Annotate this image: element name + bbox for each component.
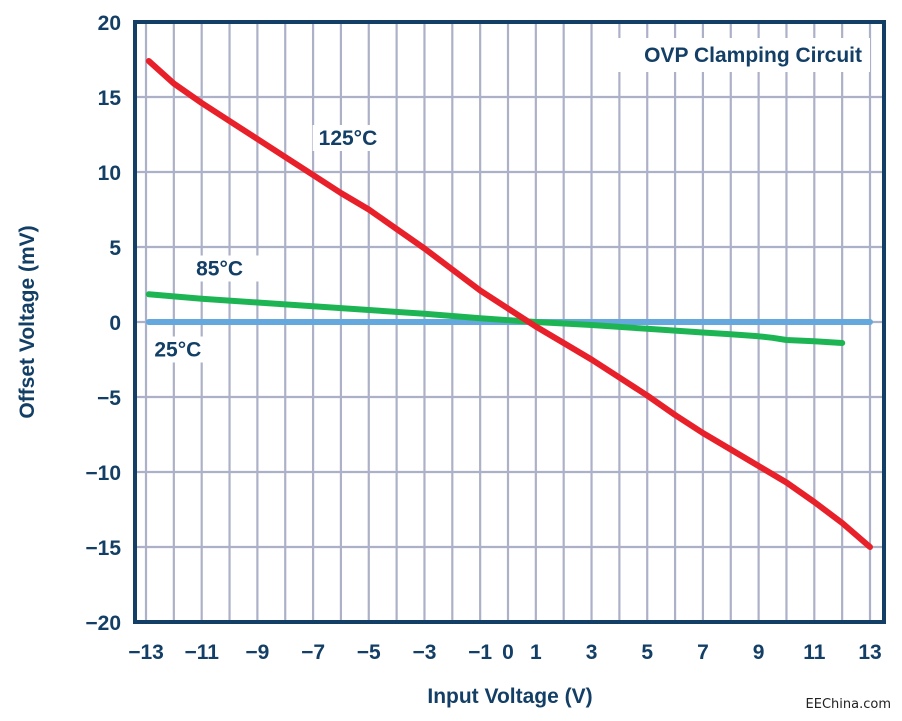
y-tick-labels: 20 15 10 5 0 −5 −10 −15 −20: [85, 12, 121, 635]
series-line-125c: [145, 58, 873, 550]
y-tick-label: −5: [97, 387, 121, 410]
x-tick-label: 7: [697, 641, 709, 664]
series-label-125c: 125°C: [319, 127, 378, 150]
x-tick-label: 5: [641, 641, 653, 664]
y-tick-label: −15: [85, 537, 121, 560]
chart-annotation: OVP Clamping Circuit: [644, 44, 862, 67]
x-tick-label: −5: [357, 641, 381, 664]
x-tick-label: −3: [412, 641, 436, 664]
series-lines: [145, 58, 873, 550]
y-tick-label: −20: [85, 612, 121, 635]
x-tick-label: −11: [184, 641, 219, 664]
y-axis-title: Offset Voltage (mV): [16, 225, 39, 418]
series-label-background: [190, 255, 267, 282]
x-tick-label: 0: [502, 641, 514, 664]
x-tick-label: −9: [245, 641, 269, 664]
series-labels: 125°C 85°C 25°C: [148, 125, 389, 363]
series-label-background: [312, 125, 389, 151]
plot-frame: [133, 20, 886, 624]
series-label-25c: 25°C: [154, 339, 201, 362]
x-tick-label: −13: [128, 641, 164, 664]
plot-border: [133, 20, 886, 624]
x-axis-title: Input Voltage (V): [427, 685, 592, 708]
y-tick-label: 0: [109, 312, 121, 335]
x-tick-label: 9: [753, 641, 765, 664]
y-tick-label: 15: [98, 87, 122, 110]
x-tick-label: −7: [301, 641, 325, 664]
x-tick-label: −1: [468, 641, 492, 664]
x-tick-label: 11: [803, 641, 826, 664]
y-tick-label: 5: [109, 237, 121, 260]
series-line-85c: [145, 291, 846, 346]
annotation-background: [598, 38, 870, 72]
x-tick-labels: −13 −11 −9 −7 −5 −3 −1 0 1 3 5 7 9 11 13: [128, 641, 881, 664]
x-tick-label: 13: [858, 641, 881, 664]
series-label-background: [148, 336, 225, 363]
y-tick-label: 10: [98, 162, 121, 185]
watermark: EEChina.com: [806, 697, 891, 712]
y-tick-label: 20: [98, 12, 121, 35]
x-tick-label: 3: [586, 641, 598, 664]
series-label-85c: 85°C: [196, 258, 243, 281]
x-tick-label: 1: [530, 641, 542, 664]
y-tick-label: −10: [85, 462, 121, 485]
